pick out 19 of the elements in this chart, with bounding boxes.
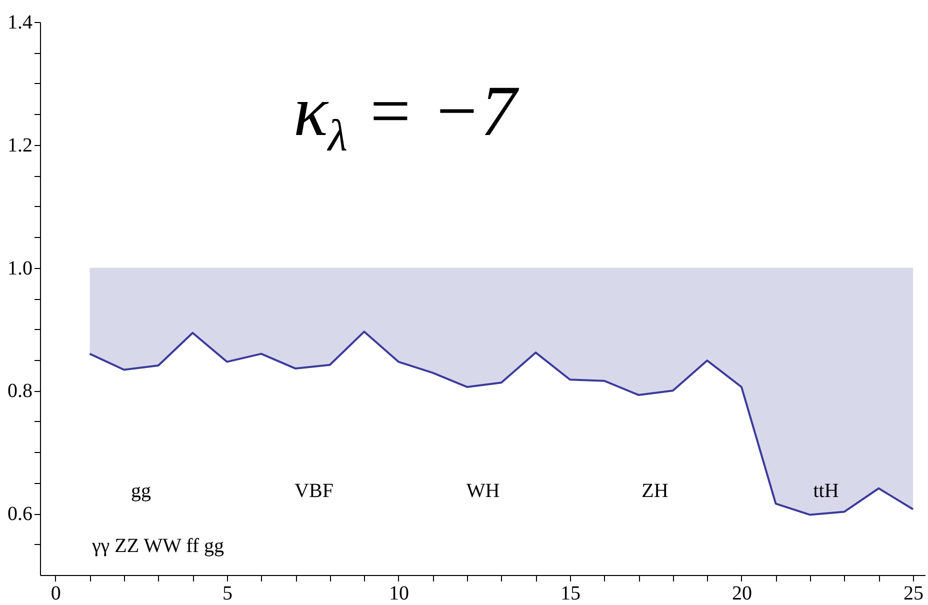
x-tick-label: 15 [560,582,580,604]
y-tick-label: 0.8 [8,380,32,402]
x-tick-label: 0 [50,582,61,604]
y-tick-label: 1.2 [8,134,32,156]
line-series [88,330,914,516]
y-tick-label: 0.6 [8,503,32,526]
x-tick-label: 5 [222,582,232,604]
x-tick-label: 10 [388,582,409,604]
annotation: WH [466,480,500,503]
y-tick-label: 1.4 [8,12,32,34]
y-tick-label: 1.0 [8,257,32,280]
x-tick-label: 20 [732,582,752,604]
annotation: κ$_{λ}$ = −7 [293,70,517,162]
annotation: ZH [642,480,668,503]
x-tick-label: 25 [903,582,924,604]
annotation: ttH [813,480,839,503]
annotation: VBF [294,480,334,503]
annotation: γγ ZZ WW ff gg [92,535,224,558]
annotation: gg [131,480,151,503]
